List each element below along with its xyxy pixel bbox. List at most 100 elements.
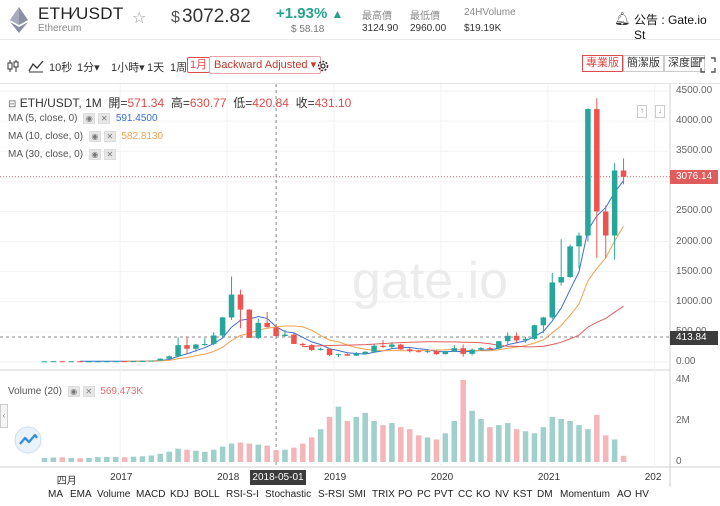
- fullscreen-icon[interactable]: [700, 57, 716, 73]
- volume-bar: [300, 443, 306, 462]
- indicator-boll[interactable]: BOLL: [194, 489, 220, 500]
- indicator-pc[interactable]: PC: [417, 489, 431, 500]
- volume-bar: [585, 429, 591, 462]
- volume-label: 24HVolume: [464, 7, 516, 18]
- low-label: 低=: [233, 96, 253, 110]
- candles: [41, 98, 627, 363]
- candle-body: [344, 354, 351, 356]
- price-tick-label: 4000.00: [676, 115, 713, 127]
- indicator-volume[interactable]: Volume: [97, 489, 131, 500]
- volume-bar: [594, 414, 600, 462]
- pane-down-icon[interactable]: ↓: [655, 105, 665, 118]
- indicator-s-rsi[interactable]: S-RSI: [318, 489, 345, 500]
- volume-bar: [362, 412, 368, 462]
- visibility-icon[interactable]: ◉: [88, 149, 101, 160]
- price-adjust-dropdown[interactable]: Backward Adjusted ▾: [209, 56, 322, 74]
- close-icon[interactable]: ✕: [82, 386, 95, 397]
- candle-body: [317, 348, 324, 350]
- indicator-dm[interactable]: DM: [537, 489, 553, 500]
- close-icon[interactable]: ✕: [98, 113, 111, 124]
- collapse-handle-icon[interactable]: ‹: [0, 404, 8, 428]
- candle-body: [104, 361, 110, 363]
- indicator-stochastic[interactable]: Stochastic: [265, 489, 312, 500]
- ma30-line: [302, 305, 624, 348]
- tradingview-logo-icon[interactable]: [14, 426, 42, 454]
- indicator-kdj[interactable]: KDJ: [170, 489, 189, 500]
- visibility-icon[interactable]: ◉: [67, 386, 80, 397]
- close-icon[interactable]: ✕: [103, 149, 116, 160]
- time-tick-label: 2020: [430, 472, 454, 483]
- indicator-ao[interactable]: AO: [617, 489, 632, 500]
- candle-body: [184, 345, 190, 349]
- indicator-momentum[interactable]: Momentum: [560, 489, 611, 500]
- volume-bar: [282, 449, 288, 462]
- candle-body: [112, 361, 119, 363]
- ma10-value: 582.8130: [121, 131, 164, 143]
- volume-bar: [59, 457, 66, 462]
- candle-body: [193, 344, 199, 349]
- tab-pro-view[interactable]: 專業版: [582, 55, 623, 72]
- chevron-down-icon: ▾: [94, 62, 100, 74]
- legend-symbol: ETH/USDT, 1M: [19, 96, 102, 110]
- volume-bar: [41, 457, 48, 462]
- visibility-icon[interactable]: ◉: [88, 131, 101, 142]
- candle-body: [531, 325, 538, 339]
- price-tick-label: 0.00: [676, 356, 696, 367]
- interval-1w[interactable]: 1周: [170, 62, 188, 74]
- volume-bar: [121, 457, 128, 462]
- volume-bar: [130, 456, 137, 462]
- indicator-hv[interactable]: HV: [635, 489, 649, 500]
- volume-bar: [210, 449, 217, 462]
- indicator-macd[interactable]: MACD: [136, 489, 166, 500]
- indicator-po[interactable]: PO: [398, 489, 413, 500]
- candle-body: [219, 317, 226, 336]
- candle-body: [611, 170, 618, 236]
- volume-bar: [237, 442, 244, 462]
- indicator-smi[interactable]: SMI: [348, 489, 366, 500]
- chart-area[interactable]: [0, 83, 720, 487]
- candle-body: [291, 334, 297, 344]
- indicator-trix[interactable]: TRIX: [372, 489, 395, 500]
- pane-up-icon[interactable]: ↑: [637, 105, 647, 118]
- candle-body: [602, 211, 609, 236]
- ma5-value: 591.4500: [115, 113, 158, 125]
- chart-toolbar: 10秒 1分▾ 1小時▾ 1天 1周 1月: [0, 54, 720, 78]
- bell-icon[interactable]: 🔔︎: [614, 11, 631, 26]
- indicators-icon[interactable]: [28, 59, 44, 73]
- favorite-star-icon[interactable]: ☆: [132, 10, 147, 27]
- interval-10s[interactable]: 10秒: [49, 62, 73, 74]
- volume-bar: [478, 418, 484, 462]
- indicator-ko[interactable]: KO: [476, 489, 491, 500]
- visibility-icon[interactable]: ◉: [83, 113, 96, 124]
- indicator-nv[interactable]: NV: [495, 489, 509, 500]
- tab-depth-view[interactable]: 深度圖: [664, 55, 705, 72]
- volume-bar: [326, 416, 333, 462]
- candlestick-type-icon[interactable]: [6, 59, 20, 73]
- high-value: 3124.90: [362, 23, 399, 34]
- time-tick-label: 2017: [110, 472, 133, 483]
- indicator-ma[interactable]: MA: [48, 489, 63, 500]
- indicator-ema[interactable]: EMA: [70, 489, 92, 500]
- tab-simple-view[interactable]: 簡潔版: [623, 55, 664, 72]
- interval-1h[interactable]: 1小時▾: [111, 62, 145, 74]
- close-icon[interactable]: ✕: [103, 131, 116, 142]
- candle-body: [228, 294, 235, 318]
- pair-name: ETH∕USDT: [38, 4, 124, 23]
- announcement-ticker[interactable]: 公告 : Gate.io St: [634, 13, 707, 42]
- indicator-cc[interactable]: CC: [458, 489, 473, 500]
- indicator-pvt[interactable]: PVT: [434, 489, 454, 500]
- indicator-rsi-s-i[interactable]: RSI-S-I: [226, 489, 259, 500]
- interval-1d[interactable]: 1天: [147, 62, 165, 74]
- indicator-kst[interactable]: KST: [513, 489, 533, 500]
- candle-body: [451, 348, 458, 352]
- settings-gear-icon[interactable]: [316, 59, 330, 73]
- candle-body: [442, 351, 449, 355]
- volume-bar: [246, 443, 253, 462]
- candle-body: [460, 348, 466, 354]
- volume-bar: [175, 448, 181, 462]
- legend-collapse-icon[interactable]: ⊟: [8, 99, 17, 110]
- interval-1m[interactable]: 1分▾: [77, 62, 100, 74]
- volume-bar: [335, 406, 342, 462]
- ticker-header: ETH∕USDT Ethereum ☆ $ 3072.82 +1.93% ▲ $…: [0, 0, 720, 42]
